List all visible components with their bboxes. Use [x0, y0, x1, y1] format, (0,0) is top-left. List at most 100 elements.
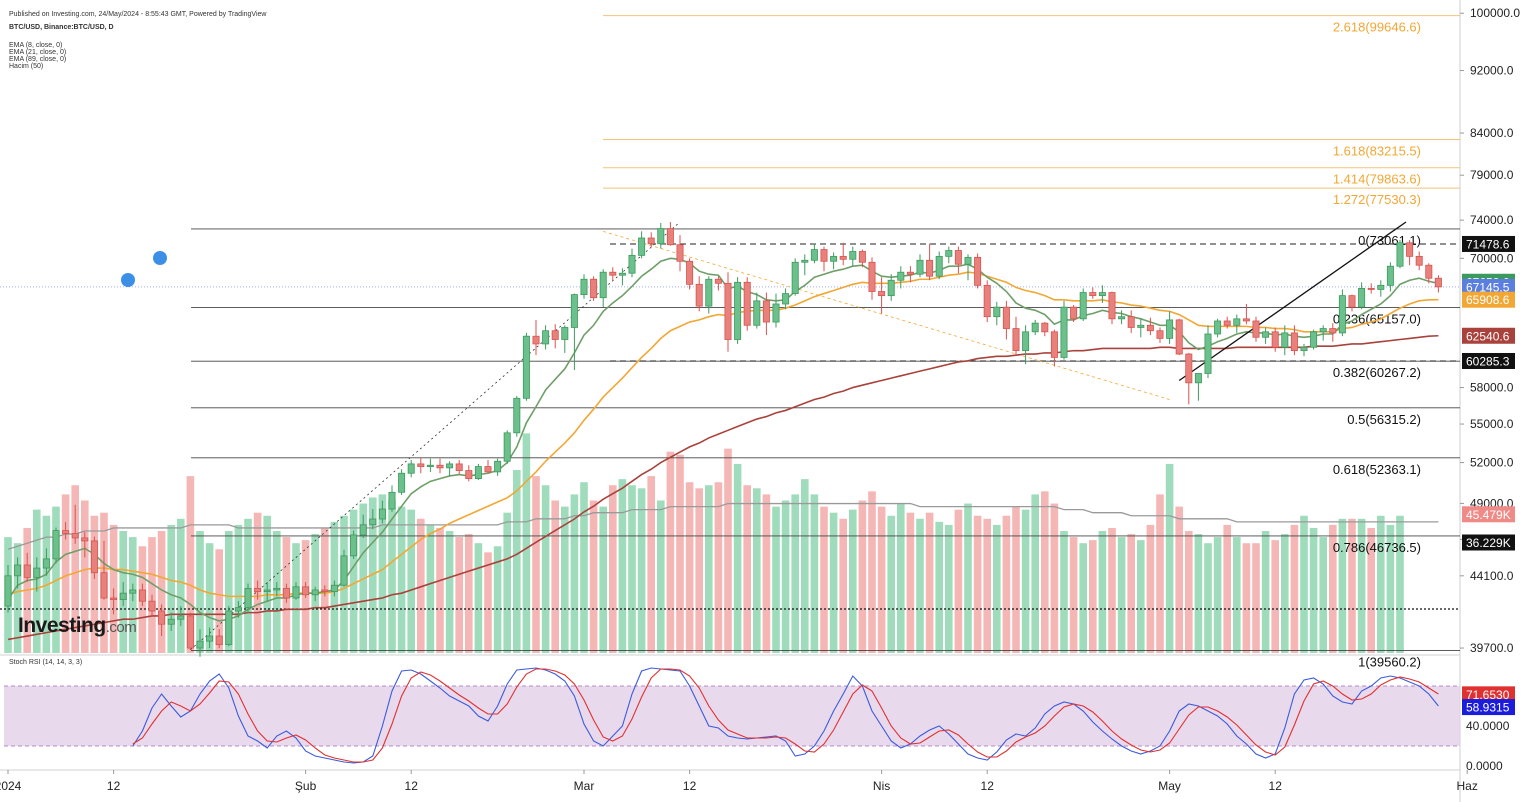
pivot-marker-letter: P — [1124, 276, 1131, 287]
volume-bar — [599, 506, 607, 653]
candle-body — [225, 610, 233, 645]
candle-body — [551, 330, 559, 340]
candle-body — [398, 472, 406, 493]
candle-body — [849, 251, 857, 260]
price-tag-label: 62540.6 — [1466, 329, 1510, 343]
candle-body — [62, 530, 70, 534]
volume-bar — [925, 512, 934, 653]
candle-body — [1041, 322, 1049, 333]
price-tick-label: 58000.0 — [1470, 381, 1514, 395]
volume-bar — [945, 524, 953, 653]
volume-bar — [983, 518, 991, 653]
volume-bar — [657, 500, 665, 653]
candle-body — [753, 300, 761, 326]
volume-ma-line — [7, 502, 1439, 550]
candle-body — [1348, 295, 1356, 308]
candle-body — [1137, 324, 1145, 328]
indicator-ema8-label: EMA (8, close, 0) — [9, 42, 63, 49]
volume-bar — [407, 509, 415, 653]
price-tag-label: 67145.5 — [1466, 280, 1510, 294]
volume-bar — [474, 543, 483, 653]
candle-body — [1396, 242, 1404, 267]
volume-bar — [1041, 491, 1049, 653]
logo-text: Investing — [18, 614, 106, 637]
candle-body — [1156, 330, 1164, 339]
candle-body — [388, 491, 396, 510]
price-tick-label: 100000.0 — [1470, 6, 1520, 20]
volume-bar — [1089, 540, 1097, 653]
stoch-tag-label: 71.6530 — [1466, 688, 1510, 702]
candle-body — [359, 524, 367, 536]
time-tick-label: Mar — [574, 779, 595, 793]
volume-bar — [897, 503, 905, 653]
volume-bar — [993, 524, 1001, 653]
volume-bar — [1021, 509, 1030, 653]
candle-body — [119, 592, 127, 600]
candle-body — [1194, 373, 1202, 384]
candle-body — [1300, 346, 1308, 352]
candle-body — [4, 575, 12, 607]
time-tick-label: 12 — [405, 779, 419, 793]
pivot-marker-letter: P — [1156, 254, 1163, 265]
price-tick-label: 52000.0 — [1470, 456, 1514, 470]
candle-body — [1166, 319, 1174, 339]
volume-bar — [1156, 494, 1164, 653]
volume-bar — [609, 485, 617, 653]
candle-body — [522, 335, 530, 399]
price-tag — [1462, 352, 1515, 369]
volume-bar — [676, 454, 684, 653]
volume-bar — [1357, 518, 1366, 653]
candle-body — [1002, 306, 1010, 329]
published-note: Published on Investing.com, 24/May/2024 … — [9, 11, 267, 18]
candle-body — [1022, 331, 1030, 352]
candle-body — [1252, 320, 1260, 338]
volume-bar — [887, 515, 895, 653]
price-tag — [1462, 235, 1515, 252]
volume-bar — [186, 476, 195, 653]
volume-bar — [225, 531, 233, 653]
volume-bar — [1137, 540, 1145, 653]
price-tag — [1462, 327, 1515, 344]
symbol-title: BTC/USD, Binance:BTC/USD, D — [9, 24, 114, 31]
candle-body — [916, 259, 924, 275]
candle-body — [446, 463, 454, 469]
volume-bar — [916, 518, 924, 653]
candle-body — [71, 533, 79, 539]
candle-body — [33, 567, 41, 578]
volume-tag-label: 45.479K — [1466, 508, 1511, 522]
volume-tag — [1462, 506, 1515, 523]
time-tick-label: 12 — [683, 779, 697, 793]
volume-bar — [177, 518, 185, 653]
candle-body — [1031, 322, 1039, 333]
candle-body — [215, 635, 223, 645]
candle-body — [772, 303, 780, 323]
time-tick-label: Şub — [295, 779, 317, 793]
candle-body — [695, 283, 703, 307]
indicator-ema89-label: EMA (89, close, 0) — [9, 56, 67, 63]
volume-bar — [378, 494, 387, 653]
candle-body — [580, 278, 588, 296]
volume-bar — [1098, 531, 1107, 653]
volume-bar — [753, 488, 761, 653]
volume-bar — [167, 524, 175, 653]
candle-body — [436, 464, 444, 469]
volume-bar — [801, 479, 809, 653]
candle-body — [1060, 306, 1068, 358]
volume-bar — [1213, 537, 1222, 653]
volume-bar — [493, 546, 502, 653]
candle-body — [129, 589, 137, 594]
time-tick-label: 2024 — [0, 779, 22, 793]
fib-level-label: 1.414(79863.6) — [1333, 172, 1421, 187]
candle-body — [263, 589, 271, 592]
candle-body — [628, 254, 636, 274]
candle-body — [762, 300, 770, 323]
candle-body — [1098, 292, 1106, 297]
volume-bar — [858, 500, 867, 653]
candle-body — [407, 463, 415, 474]
fib-level-label: 0.382(60267.2) — [1333, 365, 1421, 380]
volume-bar — [1204, 543, 1212, 653]
candle-body — [302, 586, 310, 596]
candle-body — [1367, 288, 1375, 290]
